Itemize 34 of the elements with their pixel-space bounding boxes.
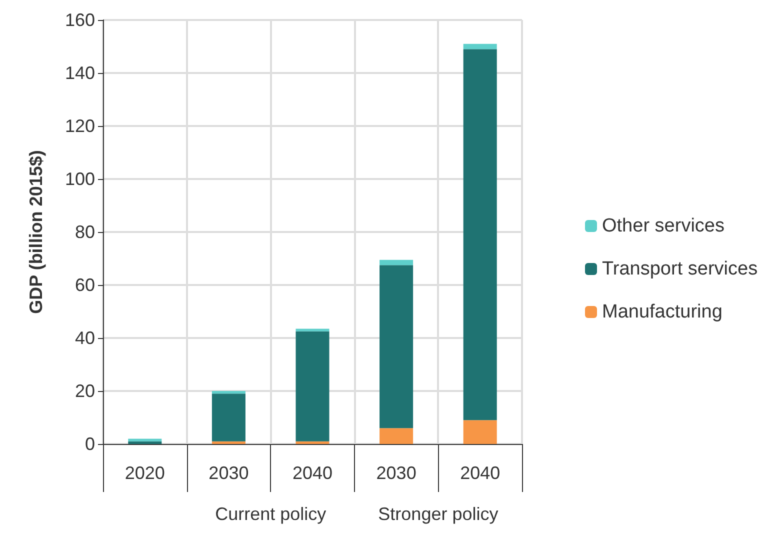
bar: [212, 391, 246, 394]
bar: [380, 260, 414, 266]
y-tick-label: 0: [84, 434, 95, 454]
y-tick-label: 40: [74, 328, 95, 348]
bar: [380, 428, 414, 444]
y-tick-label: 140: [64, 63, 95, 83]
y-tick-label: 120: [64, 116, 95, 136]
bar: [128, 438, 162, 442]
bar: [212, 394, 246, 442]
legend-label: Manufacturing: [602, 302, 722, 322]
text: Stronger policy: [378, 504, 498, 524]
y-tick-label: 80: [74, 222, 95, 242]
x-tick-label: 2030: [376, 463, 416, 483]
bar: [463, 49, 497, 420]
bar: [380, 265, 414, 428]
y-tick-label: 100: [64, 169, 95, 189]
y-tick-label: 20: [74, 381, 95, 401]
bar: [128, 441, 162, 444]
x-tick-label: 2040: [292, 463, 333, 483]
bar: [296, 331, 330, 442]
text: Current policy: [215, 504, 326, 524]
legend-label: Other services: [602, 216, 724, 236]
bar: [212, 441, 246, 444]
bar: [463, 420, 497, 444]
y-tick-label: 160: [64, 10, 95, 30]
x-tick-label: 2030: [208, 463, 249, 483]
x-tick-label: 2020: [124, 463, 165, 483]
y-tick-label: 60: [74, 275, 95, 295]
bar: [463, 44, 497, 50]
x-tick-label: 2040: [460, 463, 500, 483]
bar: [296, 328, 330, 332]
bar: [296, 441, 330, 444]
y-axis-title: GDP (billion 2015$): [26, 150, 46, 314]
legend-label: Transport services: [602, 258, 758, 280]
